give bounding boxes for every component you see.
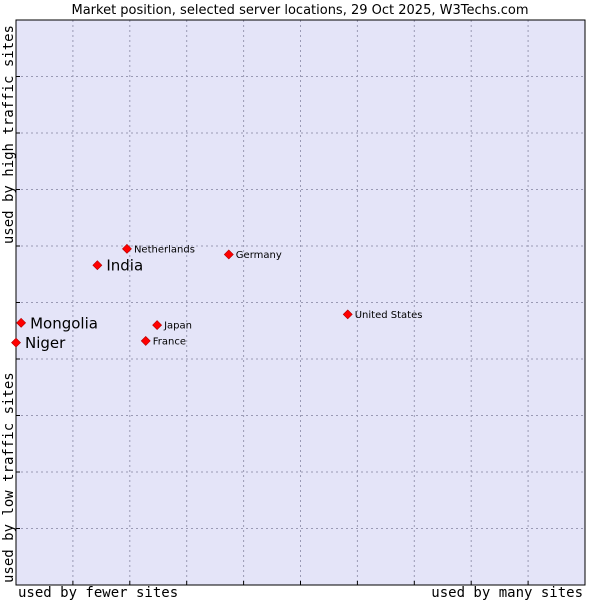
- marker-india: [92, 260, 103, 271]
- y-axis-label-top: used by high traffic sites: [1, 25, 17, 244]
- label-france: France: [153, 336, 186, 347]
- point-germany: Germany: [223, 249, 282, 261]
- point-india: India: [92, 257, 143, 275]
- label-germany: Germany: [236, 250, 282, 261]
- point-united-states: United States: [342, 309, 423, 321]
- label-india: India: [106, 257, 143, 275]
- marker-netherlands: [122, 243, 132, 254]
- point-niger: Niger: [11, 334, 66, 352]
- marker-japan: [152, 320, 163, 331]
- marker-niger: [11, 337, 21, 348]
- point-france: France: [140, 335, 186, 347]
- label-netherlands: Netherlands: [134, 244, 195, 255]
- gridlines: [16, 20, 585, 585]
- point-netherlands: Netherlands: [122, 243, 195, 255]
- y-axis-label-bottom: used by low traffic sites: [1, 372, 17, 583]
- marker-united-states: [342, 309, 353, 320]
- x-axis-label-right: used by many sites: [431, 585, 583, 600]
- marker-mongolia: [16, 317, 27, 328]
- label-mongolia: Mongolia: [30, 314, 98, 332]
- chart-title: Market position, selected server locatio…: [71, 3, 528, 18]
- label-united-states: United States: [355, 310, 423, 321]
- point-mongolia: Mongolia: [16, 314, 98, 332]
- plot-border: [15, 19, 586, 586]
- marker-france: [140, 335, 151, 346]
- marker-germany: [223, 249, 234, 260]
- x-axis-label-left: used by fewer sites: [18, 585, 178, 600]
- label-niger: Niger: [25, 334, 66, 352]
- data-points: Netherlands India Germany United States Mong…: [11, 243, 423, 352]
- label-japan: Japan: [163, 321, 192, 332]
- point-japan: Japan: [152, 320, 192, 332]
